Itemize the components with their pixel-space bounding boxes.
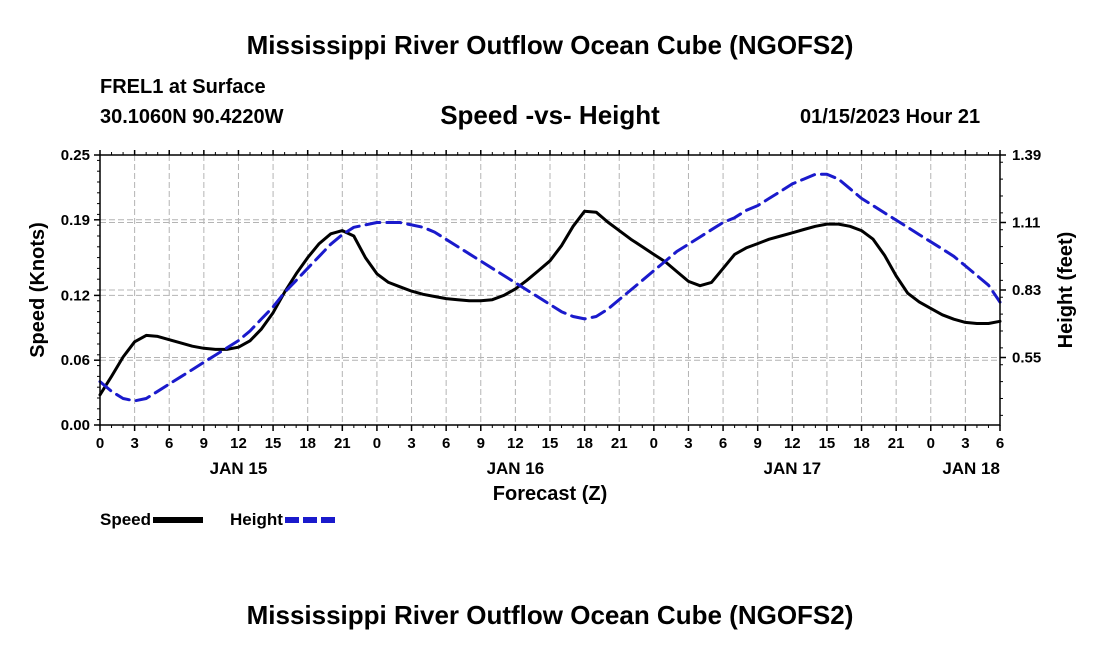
y-axis-label: Speed (Knots) (27, 222, 49, 358)
x-tick-label: 18 (576, 435, 593, 452)
x-tick-label: 15 (265, 435, 282, 452)
forecast-datetime: 01/15/2023 Hour 21 (800, 106, 981, 128)
x-tick-label: 9 (754, 435, 762, 452)
station-label: FREL1 at Surface (100, 76, 266, 98)
y-tick-label: 0.25 (61, 147, 90, 164)
x-axis-label: Forecast (Z) (493, 483, 607, 505)
chart-title: Mississippi River Outflow Ocean Cube (NG… (246, 30, 854, 60)
x-tick-label: 3 (961, 435, 969, 452)
day-label: JAN 18 (942, 459, 1000, 478)
x-tick-label: 18 (853, 435, 870, 452)
legend-height-swatch (284, 517, 335, 523)
footer-title: Mississippi River Outflow Ocean Cube (NG… (246, 600, 854, 630)
y-tick-label: 0.19 (61, 212, 90, 229)
x-tick-label: 12 (507, 435, 524, 452)
y2-tick-label: 1.39 (1012, 147, 1041, 164)
x-tick-label: 12 (784, 435, 801, 452)
y2-tick-label: 0.55 (1012, 350, 1041, 367)
x-tick-label: 21 (888, 435, 905, 452)
x-tick-label: 0 (927, 435, 935, 452)
y2-axis-label: Height (feet) (1055, 232, 1077, 349)
x-tick-label: 9 (477, 435, 485, 452)
day-label: JAN 15 (210, 459, 268, 478)
legend-height-label: Height (230, 510, 283, 529)
x-tick-label: 6 (165, 435, 173, 452)
legend-speed-label: Speed (100, 510, 152, 529)
x-tick-label: 0 (650, 435, 658, 452)
y2-tick-label: 1.11 (1012, 215, 1040, 232)
series-layer (98, 172, 1002, 403)
y-tick-label: 0.06 (61, 352, 90, 369)
grid (100, 155, 1000, 425)
x-tick-label: 15 (819, 435, 836, 452)
y2-tick-label: 0.83 (1012, 282, 1041, 299)
series-line-speed (98, 209, 1002, 397)
x-tick-label: 0 (373, 435, 381, 452)
x-tick-label: 21 (611, 435, 628, 452)
x-tick-label: 0 (96, 435, 104, 452)
legend-speed: Speed (100, 510, 205, 530)
x-tick-label: 6 (442, 435, 450, 452)
x-tick-label: 3 (684, 435, 692, 452)
y-tick-label: 0.12 (61, 287, 90, 304)
chart-subtitle: Speed -vs- Height (440, 100, 660, 130)
x-tick-label: 3 (407, 435, 415, 452)
x-tick-label: 9 (200, 435, 208, 452)
x-tick-label: 6 (996, 435, 1004, 452)
x-tick-label: 3 (130, 435, 138, 452)
x-tick-label: 15 (542, 435, 559, 452)
x-tick-label: 6 (719, 435, 727, 452)
x-tick-label: 12 (230, 435, 247, 452)
station-coordinates: 30.1060N 90.4220W (100, 106, 284, 128)
series-line-height (98, 172, 1002, 403)
x-tick-label: 21 (334, 435, 351, 452)
legend-speed-swatch (153, 517, 204, 523)
y-tick-label: 0.00 (61, 417, 90, 434)
axes: 0 3 6 9 12 15 18 21 0 3 6 9 12 15 18 21 0 3 6 9 12 15 18 21 0 3 6 J… (61, 147, 1041, 478)
legend-height: Height (230, 510, 337, 530)
day-label: JAN 16 (487, 459, 545, 478)
x-tick-label: 18 (299, 435, 316, 452)
day-label: JAN 17 (763, 459, 821, 478)
